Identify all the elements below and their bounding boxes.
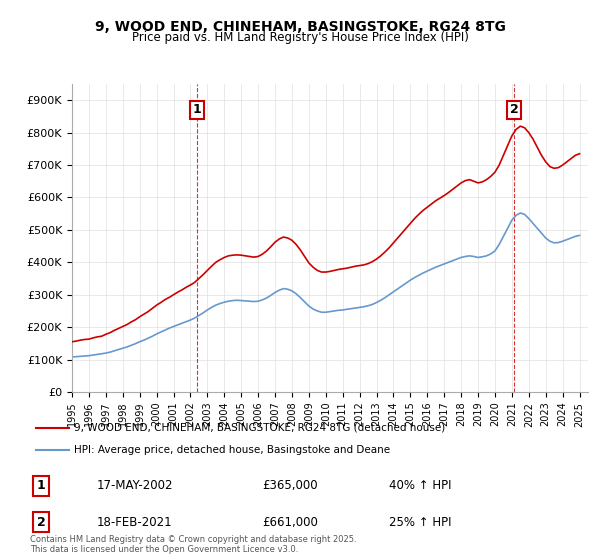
Text: 2: 2 — [37, 516, 46, 529]
Text: 40% ↑ HPI: 40% ↑ HPI — [389, 479, 451, 492]
Text: Price paid vs. HM Land Registry's House Price Index (HPI): Price paid vs. HM Land Registry's House … — [131, 31, 469, 44]
Text: 18-FEB-2021: 18-FEB-2021 — [96, 516, 172, 529]
Text: HPI: Average price, detached house, Basingstoke and Deane: HPI: Average price, detached house, Basi… — [74, 445, 390, 455]
Text: 25% ↑ HPI: 25% ↑ HPI — [389, 516, 451, 529]
Text: 1: 1 — [193, 104, 201, 116]
Text: 9, WOOD END, CHINEHAM, BASINGSTOKE, RG24 8TG: 9, WOOD END, CHINEHAM, BASINGSTOKE, RG24… — [95, 20, 505, 34]
Text: 2: 2 — [509, 104, 518, 116]
Text: 9, WOOD END, CHINEHAM, BASINGSTOKE, RG24 8TG (detached house): 9, WOOD END, CHINEHAM, BASINGSTOKE, RG24… — [74, 423, 445, 433]
Text: £365,000: £365,000 — [262, 479, 317, 492]
Text: 1: 1 — [37, 479, 46, 492]
Text: Contains HM Land Registry data © Crown copyright and database right 2025.
This d: Contains HM Land Registry data © Crown c… — [30, 535, 356, 554]
Text: 17-MAY-2002: 17-MAY-2002 — [96, 479, 173, 492]
Text: £661,000: £661,000 — [262, 516, 318, 529]
